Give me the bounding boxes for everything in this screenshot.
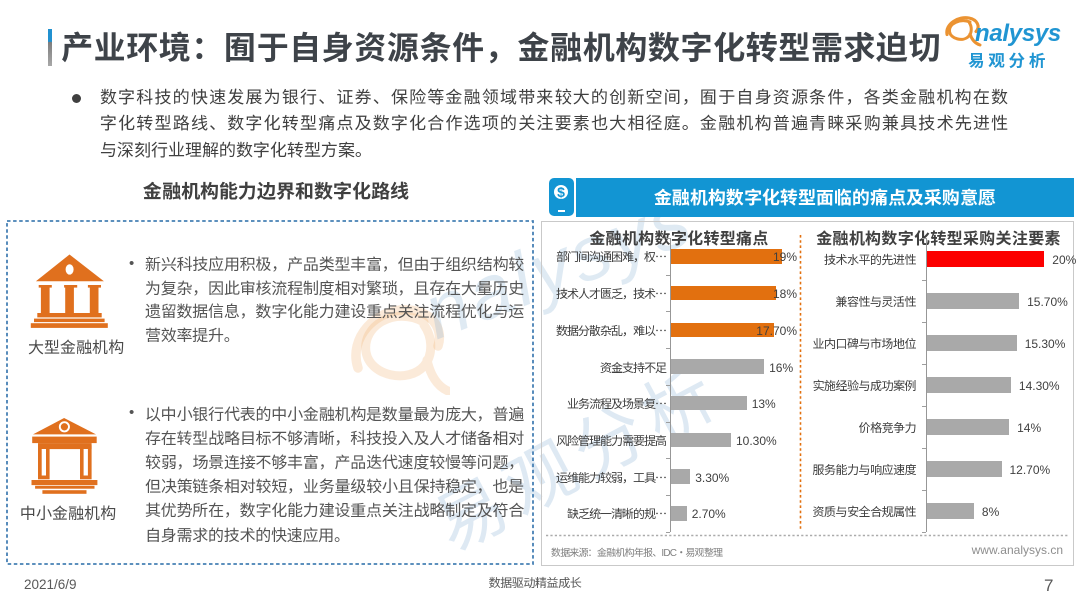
svg-text:易观分析: 易观分析 [968, 48, 1049, 71]
svg-text:nalysys: nalysys [975, 20, 1061, 47]
